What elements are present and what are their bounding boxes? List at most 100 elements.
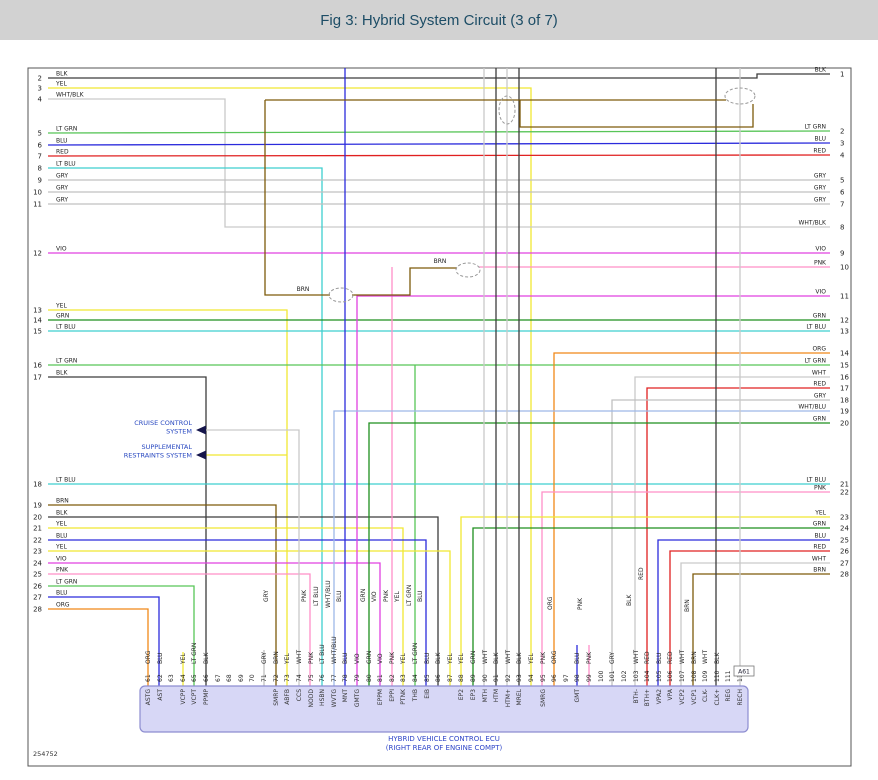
ecu-pin-number: 62 — [157, 674, 164, 682]
wire-color-label-rotated: PNK — [577, 597, 584, 610]
right-wire-color-label: VIO — [815, 246, 826, 253]
left-wire-color-label: BLK — [56, 370, 68, 377]
ecu-pin-name: HSBN — [319, 689, 326, 706]
ecu-pin-color-label: RED — [644, 651, 651, 664]
ecu-pin-number: 87 — [447, 674, 454, 682]
wire-gry — [611, 399, 830, 686]
left-pin-number: 15 — [33, 328, 42, 336]
wire-blu — [47, 142, 831, 146]
wire-vio — [48, 562, 381, 686]
right-pin-number: 20 — [840, 420, 849, 428]
ecu-pin-color-label: YEL — [180, 653, 187, 665]
right-wire-color-label: WHT — [812, 370, 826, 377]
left-wire-color-label: BLU — [56, 533, 68, 540]
ecu-pin-number: 94 — [528, 674, 535, 682]
ecu-pin-color-label: WHT/BLU — [331, 636, 338, 664]
right-pin-number: 14 — [840, 350, 849, 358]
right-wire-color-label: PNK — [814, 260, 827, 267]
ecu-pin-name: EPPM — [377, 689, 384, 705]
left-pin-number: 13 — [33, 307, 42, 315]
wire-color-label-rotated: WHT/BLU — [325, 580, 332, 608]
right-wire-color-label: BLU — [814, 136, 826, 143]
ecu-pin-name: VPA2 — [656, 689, 663, 704]
left-pin-number: 3 — [38, 85, 42, 93]
ecu-pin-name: AST — [157, 689, 164, 701]
ecu-pin-name: EP3 — [470, 689, 477, 700]
right-pin-number: 16 — [840, 374, 849, 382]
wire-color-label-rotated: BLK — [626, 594, 633, 606]
ecu-pin-number: 69 — [238, 674, 245, 682]
right-pin-number: 19 — [840, 408, 849, 416]
right-wire-color-label: GRN — [813, 416, 826, 423]
wire-red — [669, 550, 830, 686]
right-wire-color-label: BLU — [814, 533, 826, 540]
wire-pnk — [48, 573, 311, 686]
right-pin-number: 7 — [840, 201, 844, 209]
wire-wht — [206, 429, 300, 686]
right-pin-number: 2 — [840, 128, 844, 136]
left-wire-color-label: BLU — [56, 138, 68, 145]
ecu-pin-number: 79 — [354, 674, 361, 682]
ecu-pin-color-label: WHT — [482, 650, 489, 664]
wire-grn — [472, 527, 830, 686]
right-pin-number: 1 — [840, 71, 844, 79]
ecu-pin-number: 106 — [667, 670, 674, 682]
ecu-pin-color-label: PNK — [308, 651, 315, 664]
ecu-pin-name: THB — [412, 689, 419, 702]
ecu-pin-name: REG — [725, 689, 732, 702]
ecu-pin-number: 93 — [516, 674, 523, 682]
ecu-pin-number: 66 — [203, 674, 210, 682]
ecu-pin-name: WVTG — [331, 689, 338, 708]
left-pin-number: 23 — [33, 548, 42, 556]
left-pin-number: 20 — [33, 514, 42, 522]
right-wire-color-label: WHT/BLK — [798, 220, 827, 227]
ecu-pin-number: 86 — [435, 674, 442, 682]
left-pin-number: 25 — [33, 571, 42, 579]
figure-title-bar: Fig 3: Hybrid System Circuit (3 of 7) — [0, 0, 878, 40]
ecu-pin-number: 65 — [191, 674, 198, 682]
right-wire-color-label: GRN — [813, 521, 826, 528]
connector-ellipse — [724, 87, 756, 105]
ecu-pin-name: SMRG — [540, 689, 547, 707]
system-label: CRUISE CONTROL — [134, 419, 192, 427]
right-wire-color-label: RED — [813, 544, 826, 551]
ecu-pin-color-label: BLK — [435, 652, 442, 664]
ecu-pin-number: 108 — [691, 670, 698, 682]
ecu-pin-number: 73 — [284, 674, 291, 682]
system-label: RESTRAINTS SYSTEM — [124, 452, 192, 460]
left-pin-number: 11 — [33, 201, 42, 209]
left-pin-number: 22 — [33, 537, 42, 545]
right-wire-color-label: LT BLU — [806, 324, 826, 331]
right-pin-number: 24 — [840, 525, 849, 533]
left-wire-color-label: LT BLU — [56, 477, 76, 484]
ecu-pin-number: 83 — [400, 674, 407, 682]
ecu-pin-color-label: YEL — [528, 653, 535, 665]
connector-ellipse — [498, 95, 516, 125]
left-pin-number: 12 — [33, 250, 42, 258]
ecu-pin-name: SMRP — [273, 689, 280, 706]
ecu-block — [139, 685, 749, 733]
wire-org — [553, 352, 830, 686]
wire-yel — [48, 550, 451, 686]
wire-yel — [48, 87, 532, 686]
ecu-pin-number: 82 — [389, 674, 396, 682]
right-wire-color-label: GRY — [814, 197, 826, 204]
ecu-pin-color-label: BRN — [691, 651, 698, 664]
ecu-pin-name: RECH — [737, 689, 744, 706]
ecu-pin-number: 76 — [319, 674, 326, 682]
ecu-pin-number: 70 — [249, 674, 256, 682]
ecu-pin-color-label: BLU — [342, 652, 349, 664]
ecu-pin-color-label: LT GRN — [412, 643, 419, 664]
ecu-pin-color-label: BLU — [574, 652, 581, 664]
ecu-pin-name: ABFB — [284, 689, 291, 705]
left-wire-color-label: LT BLU — [56, 324, 76, 331]
ecu-pin-number: 80 — [366, 674, 373, 682]
ecu-pin-number: 102 — [621, 670, 628, 682]
left-wire-color-label: YEL — [55, 303, 67, 310]
right-pin-number: 11 — [840, 293, 849, 301]
left-wire-color-label: PNK — [56, 567, 69, 574]
system-arrow-icon — [196, 450, 206, 460]
left-wire-color-label: VIO — [56, 246, 67, 253]
left-pin-number: 10 — [33, 189, 42, 197]
